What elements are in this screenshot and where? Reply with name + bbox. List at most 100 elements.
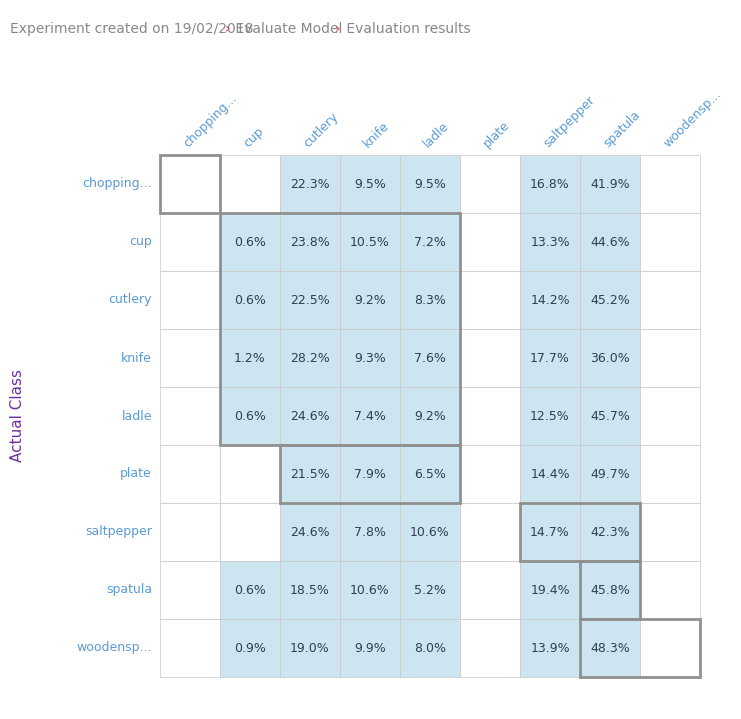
Text: 9.2%: 9.2% bbox=[354, 293, 386, 306]
Bar bbox=[220, 271, 280, 329]
Bar bbox=[640, 329, 700, 387]
Bar bbox=[340, 155, 400, 213]
Bar bbox=[520, 503, 640, 561]
Text: 9.5%: 9.5% bbox=[354, 178, 386, 191]
Text: spatula: spatula bbox=[106, 584, 152, 597]
Text: ›: › bbox=[225, 22, 230, 36]
Text: 48.3%: 48.3% bbox=[590, 641, 630, 654]
Bar bbox=[520, 271, 580, 329]
Bar bbox=[580, 329, 640, 387]
Text: 9.9%: 9.9% bbox=[354, 641, 386, 654]
Bar bbox=[520, 329, 580, 387]
Text: saltpepper: saltpepper bbox=[85, 526, 152, 539]
Text: 19.0%: 19.0% bbox=[290, 641, 330, 654]
Text: cutlery: cutlery bbox=[108, 293, 152, 306]
Text: cup: cup bbox=[241, 124, 266, 150]
Bar bbox=[400, 155, 460, 213]
Text: 1.2%: 1.2% bbox=[234, 352, 266, 365]
Text: 13.9%: 13.9% bbox=[531, 641, 570, 654]
Bar bbox=[460, 619, 520, 677]
Text: Evaluation results: Evaluation results bbox=[342, 22, 470, 36]
Text: 19.4%: 19.4% bbox=[531, 584, 570, 597]
Text: 24.6%: 24.6% bbox=[290, 526, 330, 539]
Bar bbox=[400, 445, 460, 503]
Text: 12.5%: 12.5% bbox=[530, 410, 570, 423]
Bar bbox=[400, 271, 460, 329]
Text: 23.8%: 23.8% bbox=[290, 236, 330, 249]
Bar bbox=[400, 387, 460, 445]
Text: 42.3%: 42.3% bbox=[590, 526, 630, 539]
Text: ladle: ladle bbox=[122, 410, 152, 423]
Text: 13.3%: 13.3% bbox=[531, 236, 570, 249]
Bar bbox=[520, 619, 580, 677]
Text: cup: cup bbox=[129, 236, 152, 249]
Bar bbox=[520, 213, 580, 271]
Text: Experiment created on 19/02/2018: Experiment created on 19/02/2018 bbox=[10, 22, 258, 36]
Text: 45.7%: 45.7% bbox=[590, 410, 630, 423]
Text: chopping...: chopping... bbox=[181, 91, 239, 150]
Bar bbox=[520, 445, 580, 503]
Text: ›: › bbox=[335, 22, 341, 36]
Bar bbox=[520, 503, 580, 561]
Bar bbox=[220, 619, 280, 677]
Bar bbox=[340, 213, 400, 271]
Bar bbox=[400, 619, 460, 677]
Text: 6.5%: 6.5% bbox=[414, 467, 446, 480]
Bar bbox=[220, 213, 280, 271]
Text: 9.2%: 9.2% bbox=[414, 410, 446, 423]
Bar bbox=[220, 503, 280, 561]
Bar bbox=[340, 561, 400, 619]
Bar bbox=[160, 387, 220, 445]
Bar bbox=[280, 445, 460, 503]
Text: 45.2%: 45.2% bbox=[590, 293, 630, 306]
Text: 14.7%: 14.7% bbox=[530, 526, 570, 539]
Text: 7.2%: 7.2% bbox=[414, 236, 446, 249]
Bar bbox=[220, 387, 280, 445]
Text: 0.6%: 0.6% bbox=[234, 236, 266, 249]
Bar bbox=[160, 445, 220, 503]
Bar bbox=[460, 155, 520, 213]
Bar bbox=[340, 619, 400, 677]
Bar bbox=[520, 561, 580, 619]
Bar bbox=[520, 387, 580, 445]
Bar bbox=[460, 329, 520, 387]
Bar bbox=[460, 271, 520, 329]
Text: 41.9%: 41.9% bbox=[590, 178, 630, 191]
Bar bbox=[580, 155, 640, 213]
Text: Actual Class: Actual Class bbox=[10, 370, 25, 462]
Bar bbox=[400, 329, 460, 387]
Bar bbox=[280, 619, 340, 677]
Bar bbox=[640, 271, 700, 329]
Bar bbox=[340, 271, 400, 329]
Bar bbox=[640, 155, 700, 213]
Bar bbox=[340, 445, 400, 503]
Bar bbox=[580, 561, 640, 619]
Bar bbox=[340, 329, 400, 387]
Bar bbox=[160, 329, 220, 387]
Text: 45.8%: 45.8% bbox=[590, 584, 630, 597]
Bar bbox=[160, 155, 220, 213]
Bar bbox=[640, 561, 700, 619]
Bar bbox=[160, 271, 220, 329]
Text: woodensp...: woodensp... bbox=[661, 88, 723, 150]
Bar bbox=[460, 445, 520, 503]
Text: ladle: ladle bbox=[421, 119, 451, 150]
Text: 7.6%: 7.6% bbox=[414, 352, 446, 365]
Text: 0.6%: 0.6% bbox=[234, 293, 266, 306]
Text: 7.9%: 7.9% bbox=[354, 467, 386, 480]
Text: 24.6%: 24.6% bbox=[290, 410, 330, 423]
Text: knife: knife bbox=[121, 352, 152, 365]
Bar bbox=[460, 387, 520, 445]
Text: 14.4%: 14.4% bbox=[531, 467, 570, 480]
Text: saltpepper: saltpepper bbox=[541, 93, 597, 150]
Text: 7.8%: 7.8% bbox=[354, 526, 386, 539]
Bar bbox=[160, 155, 220, 213]
Text: 0.9%: 0.9% bbox=[234, 641, 266, 654]
Text: woodensp...: woodensp... bbox=[76, 641, 152, 654]
Bar bbox=[460, 503, 520, 561]
Bar bbox=[400, 561, 460, 619]
Text: 49.7%: 49.7% bbox=[590, 467, 630, 480]
Text: 21.5%: 21.5% bbox=[290, 467, 330, 480]
Text: 9.3%: 9.3% bbox=[354, 352, 386, 365]
Bar bbox=[460, 561, 520, 619]
